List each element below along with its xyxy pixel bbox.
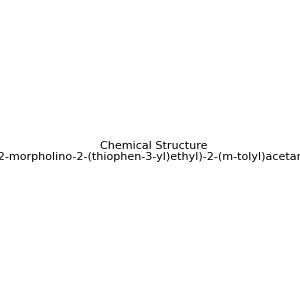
Text: Chemical Structure
N-(2-morpholino-2-(thiophen-3-yl)ethyl)-2-(m-tolyl)acetamide: Chemical Structure N-(2-morpholino-2-(th… bbox=[0, 141, 300, 162]
